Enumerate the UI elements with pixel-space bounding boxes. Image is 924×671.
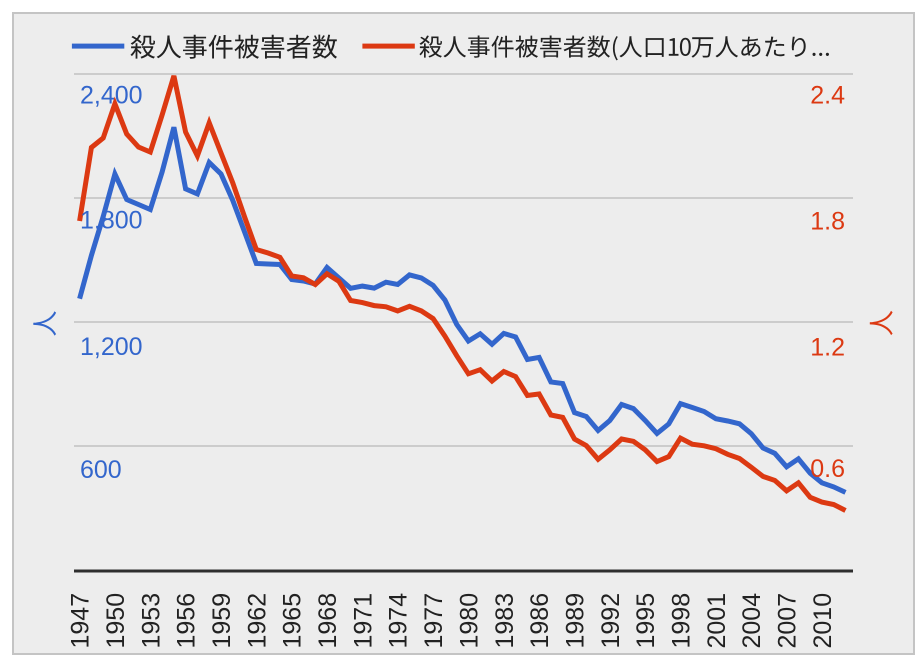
svg-text:1968: 1968 [314,593,342,649]
svg-text:1971: 1971 [349,593,377,649]
svg-text:1962: 1962 [243,593,271,649]
svg-text:1980: 1980 [455,593,483,649]
svg-text:1998: 1998 [668,593,696,649]
svg-text:1974: 1974 [385,593,413,649]
svg-text:2,400: 2,400 [80,82,143,110]
svg-text:1953: 1953 [137,593,165,649]
svg-text:1965: 1965 [279,593,307,649]
svg-text:1950: 1950 [102,593,130,649]
svg-text:1956: 1956 [173,593,201,649]
svg-text:2010: 2010 [809,593,837,649]
svg-text:600: 600 [80,456,122,484]
svg-text:2004: 2004 [738,593,766,649]
svg-text:1989: 1989 [562,593,590,649]
svg-text:1977: 1977 [420,593,448,649]
svg-text:1.2: 1.2 [810,334,845,362]
svg-text:1.8: 1.8 [810,208,845,236]
svg-text:1986: 1986 [526,593,554,649]
svg-text:2007: 2007 [774,593,802,649]
svg-text:1992: 1992 [597,593,625,649]
svg-text:2001: 2001 [703,593,731,649]
svg-text:1,200: 1,200 [80,333,143,361]
svg-text:1995: 1995 [632,593,660,649]
svg-text:0.6: 0.6 [810,455,845,483]
svg-text:1983: 1983 [491,593,519,649]
svg-text:2.4: 2.4 [810,82,845,110]
svg-text:1959: 1959 [208,593,236,649]
svg-text:1947: 1947 [67,593,95,649]
svg-text:1,800: 1,800 [80,206,143,234]
